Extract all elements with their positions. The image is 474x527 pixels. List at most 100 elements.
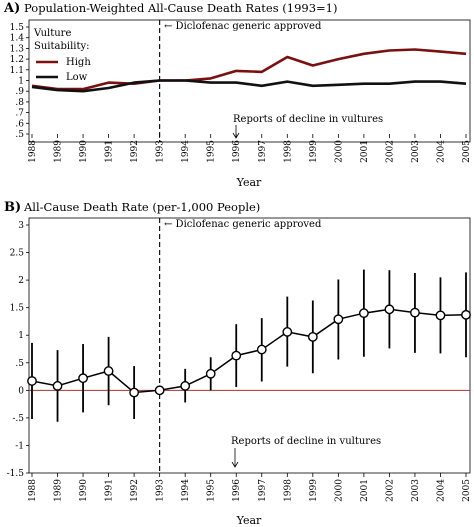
legend-high-label: High [66, 57, 91, 68]
x-tick-label: 1992 [130, 479, 140, 502]
data-point [307, 331, 318, 342]
panel-a-reports-label: Reports of decline in vultures [233, 114, 383, 125]
panel-b-event-label: ← Diclofenac generic approved [164, 219, 322, 230]
x-tick-label: 1993 [156, 479, 166, 502]
panel-b-y-axis: -1.5 -1 -.5 0 .5 1 1.5 2 2.5 3 [7, 221, 29, 479]
x-tick-label: 1989 [54, 479, 64, 502]
x-tick-label: 2004 [436, 479, 446, 502]
y-tick-label: .7 [15, 109, 24, 119]
series-high-line [31, 48, 467, 91]
data-point [129, 387, 140, 398]
y-tick-label: .9 [15, 87, 24, 97]
y-tick-label: 2.5 [10, 249, 25, 259]
x-tick-label: 1994 [181, 140, 191, 163]
legend-title-line-2: Suitability: [34, 41, 90, 52]
x-tick-label: 1990 [79, 140, 89, 163]
data-point [27, 376, 37, 386]
x-tick-label: 2001 [360, 479, 370, 502]
panel-a-letter: A) [3, 1, 20, 16]
y-tick-label: 1.3 [10, 44, 25, 54]
y-tick-label: 1.1 [10, 66, 24, 76]
data-point [410, 307, 420, 318]
x-tick-label: 2005 [462, 479, 472, 502]
y-tick-label: 1 [18, 331, 24, 341]
panel-b-title: All-Cause Death Rate (per-1,000 People) [23, 200, 260, 214]
data-point [103, 366, 114, 376]
x-tick-label: 2003 [411, 140, 421, 163]
x-tick-label: 2005 [462, 140, 472, 163]
panel-b-points [27, 304, 471, 398]
x-tick-label: 1997 [258, 479, 268, 502]
y-tick-label: -.5 [12, 414, 24, 424]
panel-b-x-axis: 1988 1989 1990 1991 1992 1993 1994 1995 1996 1997… [28, 473, 472, 502]
x-tick-label: 1988 [28, 479, 38, 502]
data-point [154, 385, 165, 396]
x-tick-label: 1989 [54, 140, 64, 163]
y-tick-label: 1 [18, 77, 24, 87]
panel-a-event-label: ← Diclofenac generic approved [164, 21, 322, 32]
panel-b-confidence-intervals [31, 269, 467, 422]
x-tick-label: 1988 [28, 140, 38, 163]
panel-a-x-axis-label: Year [236, 176, 262, 189]
legend-title-line-1: Vulture [33, 28, 71, 39]
data-point [282, 327, 293, 337]
x-tick-label: 1992 [130, 140, 140, 163]
y-tick-label: .6 [15, 119, 24, 129]
x-tick-label: 1995 [207, 479, 217, 502]
x-tick-label: 2002 [385, 140, 395, 163]
x-tick-label: 1994 [181, 479, 191, 502]
panel-a-x-axis: 1988 1989 1990 1991 1992 1993 1994 1995 1996 1997… [28, 134, 472, 163]
x-tick-label: 1998 [283, 140, 293, 163]
panel-b-reports-arrowhead [231, 461, 239, 468]
panel-a-plot-frame [28, 19, 471, 143]
x-tick-label: 1997 [258, 140, 268, 163]
x-tick-label: 1999 [309, 479, 319, 502]
x-tick-label: 2001 [360, 140, 370, 163]
panel-a-reports-arrowhead [232, 132, 240, 139]
x-tick-label: 1996 [232, 140, 242, 163]
x-tick-label: 2000 [334, 479, 344, 502]
x-tick-label: 2000 [334, 140, 344, 163]
panel-b-reports-label: Reports of decline in vultures [231, 436, 381, 447]
x-tick-label: 1998 [283, 479, 293, 502]
y-tick-label: 1.5 [10, 304, 25, 314]
data-point [205, 368, 216, 379]
y-tick-label: .8 [15, 98, 24, 108]
data-point [435, 310, 446, 321]
panel-b-estimate-line [31, 308, 467, 394]
data-point [180, 381, 191, 391]
data-point [256, 344, 267, 355]
y-tick-label: 0 [18, 386, 24, 396]
y-tick-label: 2 [18, 276, 24, 286]
x-tick-label: 1993 [156, 140, 166, 163]
y-tick-label: -1 [15, 441, 24, 451]
y-tick-label: 1.4 [10, 34, 25, 44]
y-tick-label: -1.5 [7, 469, 25, 479]
series-low-line [31, 79, 467, 93]
data-point [333, 314, 344, 325]
panel-b-x-axis-label: Year [236, 514, 262, 527]
y-tick-label: .5 [15, 130, 24, 140]
panel-a-legend: Vulture Suitability: High Low [33, 28, 91, 83]
x-tick-label: 1996 [232, 479, 242, 502]
panel-a-title: Population-Weighted All-Cause Death Rate… [24, 1, 337, 15]
x-tick-label: 1991 [105, 140, 115, 163]
data-point [78, 373, 88, 384]
panel-b-letter: B) [4, 200, 21, 215]
panel-b: B) All-Cause Death Rate (per-1,000 Peopl… [4, 200, 472, 527]
panel-a-y-axis: .5.6.7.8.911.11.21.31.41.5 [10, 23, 29, 140]
x-tick-label: 2004 [436, 140, 446, 163]
y-tick-label: 3 [18, 221, 24, 231]
data-point [358, 308, 369, 319]
data-point [384, 304, 395, 315]
x-tick-label: 1995 [207, 140, 217, 163]
y-tick-label: 1.2 [10, 55, 24, 65]
legend-low-label: Low [66, 72, 88, 83]
data-point [231, 350, 242, 361]
y-tick-label: 1.5 [10, 23, 25, 33]
x-tick-label: 1991 [105, 479, 115, 502]
x-tick-label: 1999 [309, 140, 319, 163]
x-tick-label: 2003 [411, 479, 421, 502]
panel-b-plot-frame [28, 217, 471, 474]
